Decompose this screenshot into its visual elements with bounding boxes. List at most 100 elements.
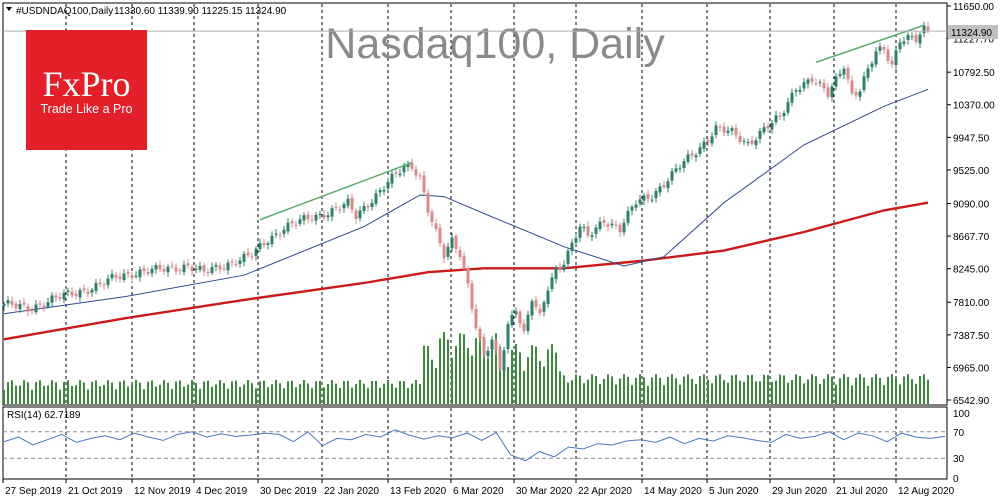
candle-down [810,77,814,82]
volume-bar [855,377,857,404]
candle-up [702,141,706,149]
candle-down [426,193,430,213]
volume-bar [195,382,197,404]
candle-up [714,125,718,136]
candle-up [18,304,22,310]
volume-bar [475,338,477,404]
candle-down [26,306,30,312]
candle-up [770,122,774,130]
volume-bar [383,383,385,404]
volume-bar [647,385,649,404]
candle-down [206,272,210,274]
volume-bar [35,382,37,404]
current-price-tag [948,25,998,39]
candle-down [854,91,858,96]
candle-up [486,350,490,357]
volume-bar [483,340,485,404]
candle-down [74,293,78,296]
volume-bar [911,379,913,404]
volume-bar [895,378,897,404]
candle-down [114,274,118,278]
candle-up [194,268,198,270]
price-axis: 11650.00 11227.70 10792.50 10370.00 9947.50 9… [947,2,995,407]
candle-down [170,265,174,267]
volume-bar [915,383,917,404]
volume-bar [487,358,489,404]
volume-bar [763,374,765,404]
candle-up [302,215,306,221]
candle-up [526,314,530,331]
candle-up [358,210,362,219]
volume-bar [143,389,145,404]
rsi-level-label: 70 [953,428,965,439]
candle-down [38,303,42,305]
fxpro-tagline: Trade Like a Pro [40,102,133,116]
candle-down [662,185,666,188]
price-tick-label: 11650.00 [953,2,994,13]
volume-bar [571,380,573,404]
volume-bar [391,383,393,404]
candle-up [266,243,270,245]
candle-up [566,250,570,265]
volume-bar [211,386,213,404]
volume-bar [455,346,457,404]
price-tick-label: 6542.90 [953,396,990,407]
volume-bar [303,380,305,404]
volume-bar [103,385,105,404]
price-tick-label: 8245.00 [953,265,990,276]
volume-bar [587,379,589,404]
candle-down [538,308,542,314]
volume-bar [687,374,689,404]
candle-up [226,262,230,271]
volume-bar [167,382,169,404]
candle-down [466,268,470,284]
volume-bar [811,374,813,404]
volume-bar [543,366,545,404]
candle-up [258,243,262,249]
volume-bar [415,380,417,404]
volume-bar [671,374,673,404]
candle-down [430,211,434,222]
candle-up [386,182,390,189]
candle-up [698,147,702,154]
volume-bar [159,384,161,404]
candle-up [214,265,218,267]
candle-up [318,214,322,216]
volume-bar [407,387,409,404]
candle-down [366,205,370,208]
volume-bar [479,332,481,404]
volume-bar [691,378,693,404]
volume-bar [559,371,561,404]
candle-up [694,155,698,158]
volume-bar [395,387,397,404]
volume-bar [583,383,585,404]
volume-bar [191,380,193,404]
volume-bar [907,374,909,404]
candle-down [146,272,150,274]
current-price-label: 11324.90 [951,28,992,39]
candle-down [102,284,106,286]
volume-bar [71,386,73,404]
price-tick-label: 9525.00 [953,166,990,177]
date-tick-label: 13 Feb 2020 [390,486,447,497]
candle-up [450,237,454,249]
volume-bar [627,376,629,404]
candle-up [134,275,138,277]
candle-up [654,191,658,199]
volume-bar [579,375,581,404]
candle-down [338,209,342,211]
date-tick-label: 6 Mar 2020 [453,486,504,497]
price-tick-label: 9947.50 [953,133,990,144]
candle-up [726,130,730,133]
candle-down [178,270,182,272]
volume-bar [683,376,685,404]
volume-bar [607,374,609,404]
rsi-label: RSI(14) 62.7189 [7,410,81,421]
date-axis: 27 Sep 2019 21 Oct 2019 12 Nov 2019 4 Dec 2… [2,479,955,497]
candle-up [502,350,506,371]
volume-bar [127,386,129,404]
candle-down [618,224,622,233]
candle-up [490,339,494,350]
candle-down [454,236,458,250]
candle-up [638,199,642,204]
